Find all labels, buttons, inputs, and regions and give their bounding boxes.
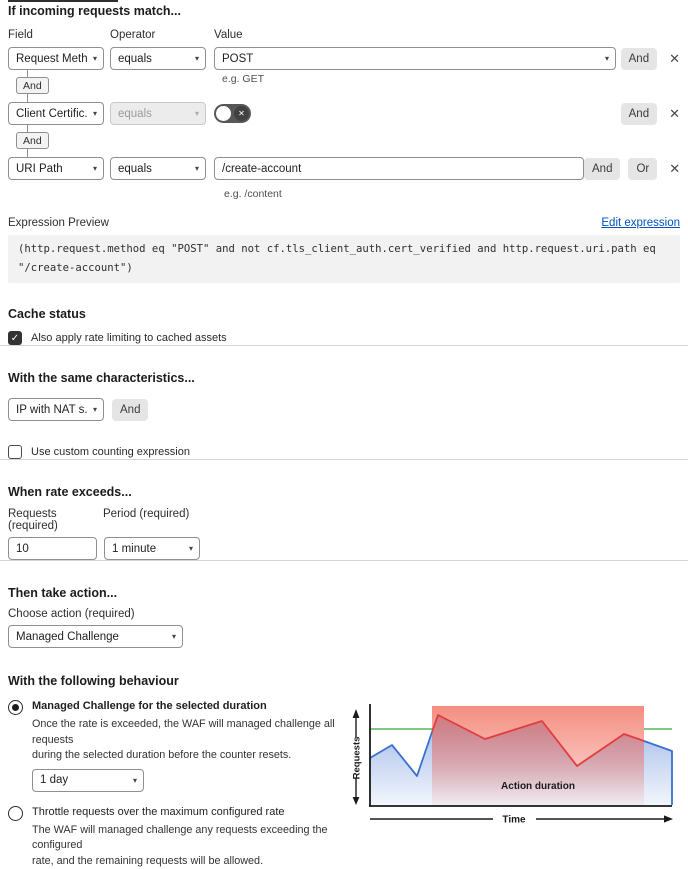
add-or-button-3[interactable]: Or <box>628 158 657 180</box>
chevron-down-icon: ▾ <box>93 164 97 173</box>
edit-expression-link[interactable]: Edit expression <box>601 217 680 229</box>
chevron-down-icon: ▾ <box>195 109 199 118</box>
period-label: Period (required) <box>103 508 189 532</box>
section-divider <box>0 459 688 460</box>
condition-row-1: Request Meth... ▾ equals ▾ POST ▾ And ✕ <box>8 47 680 70</box>
chevron-down-icon: ▾ <box>133 776 137 785</box>
connector-band-1: e.g. GET And <box>8 70 680 102</box>
chevron-down-icon: ▾ <box>172 632 176 641</box>
add-characteristic-and-button[interactable]: And <box>112 399 148 421</box>
value-select-1[interactable]: POST ▾ <box>214 47 616 70</box>
option-2-description: The WAF will managed challenge any reque… <box>32 823 350 869</box>
field-select-3[interactable]: URI Path ▾ <box>8 157 104 180</box>
chevron-down-icon: ▾ <box>93 54 97 63</box>
cert-verified-toggle[interactable]: ✕ <box>214 104 251 123</box>
add-and-button-1[interactable]: And <box>621 48 657 70</box>
toggle-x-icon: ✕ <box>234 106 249 121</box>
arrow-up-icon <box>353 709 360 718</box>
requests-input[interactable] <box>8 537 97 560</box>
cached-assets-checkbox[interactable]: ✓ <box>8 331 22 345</box>
top-edge-fragment <box>8 0 118 2</box>
value-column-label: Value <box>214 29 243 41</box>
behaviour-option-1: Managed Challenge for the selected durat… <box>8 700 350 715</box>
chart-x-label: Time <box>502 815 526 826</box>
requests-label: Requests (required) <box>8 508 103 532</box>
option-1-title: Managed Challenge for the selected durat… <box>32 700 267 712</box>
custom-counting-checkbox[interactable] <box>8 445 22 459</box>
connector-band-2: And <box>8 125 680 157</box>
characteristics-heading: With the same characteristics... <box>8 371 680 385</box>
duration-select[interactable]: 1 day ▾ <box>32 769 144 792</box>
close-icon[interactable]: ✕ <box>669 107 680 120</box>
behaviour-chart: Action duration Requests Time <box>350 702 680 829</box>
action-heading: Then take action... <box>8 586 680 600</box>
condition-row-2: Client Certific... ▾ equals ▾ ✕ And ✕ <box>8 102 680 125</box>
value-helper-3: e.g. /content <box>224 188 282 200</box>
chart-y-label: Requests <box>352 737 363 780</box>
value-helper-1: e.g. GET <box>222 73 264 85</box>
chevron-down-icon: ▾ <box>195 164 199 173</box>
action-select[interactable]: Managed Challenge ▾ <box>8 625 183 648</box>
value-input-3[interactable] <box>214 157 584 180</box>
expression-code: (http.request.method eq "POST" and not c… <box>8 235 680 283</box>
condition-row-3: URI Path ▾ equals ▾ And Or ✕ <box>8 157 680 180</box>
field-select-2[interactable]: Client Certific... ▾ <box>8 102 104 125</box>
rate-heading: When rate exceeds... <box>8 485 680 499</box>
throttle-requests-radio[interactable] <box>8 806 23 821</box>
section-divider <box>0 345 688 346</box>
chevron-down-icon: ▾ <box>93 405 97 414</box>
operator-select-2-disabled: equals ▾ <box>110 102 206 125</box>
field-select-1[interactable]: Request Meth... ▾ <box>8 47 104 70</box>
period-select[interactable]: 1 minute ▾ <box>104 537 200 560</box>
close-icon[interactable]: ✕ <box>669 52 680 65</box>
option-1-description: Once the rate is exceeded, the WAF will … <box>32 717 350 764</box>
toggle-knob <box>216 106 231 121</box>
match-column-labels: Field Operator Value <box>8 29 680 41</box>
managed-challenge-duration-radio[interactable] <box>8 700 23 715</box>
operator-select-1[interactable]: equals ▾ <box>110 47 206 70</box>
section-divider <box>0 560 688 561</box>
chevron-down-icon: ▾ <box>195 54 199 63</box>
custom-counting-checkbox-label: Use custom counting expression <box>31 446 190 458</box>
chart-annotation: Action duration <box>501 781 575 792</box>
operator-column-label: Operator <box>110 29 214 41</box>
add-and-button-2[interactable]: And <box>621 103 657 125</box>
arrow-right-icon <box>664 815 673 822</box>
cached-assets-checkbox-label: Also apply rate limiting to cached asset… <box>31 332 227 344</box>
chevron-down-icon: ▾ <box>605 54 609 63</box>
arrow-down-icon <box>353 797 360 805</box>
characteristic-select[interactable]: IP with NAT s... ▾ <box>8 398 104 421</box>
chevron-down-icon: ▾ <box>93 109 97 118</box>
behaviour-chart-wrap: Action duration Requests Time <box>350 702 680 869</box>
check-icon: ✓ <box>11 333 19 344</box>
choose-action-label: Choose action (required) <box>8 608 680 620</box>
option-2-title: Throttle requests over the maximum confi… <box>32 806 285 818</box>
operator-select-3[interactable]: equals ▾ <box>110 157 206 180</box>
and-connector-chip: And <box>16 77 49 94</box>
expression-preview-label: Expression Preview <box>8 217 109 229</box>
cache-status-heading: Cache status <box>8 307 680 321</box>
field-column-label: Field <box>8 29 110 41</box>
and-connector-chip: And <box>16 132 49 149</box>
behaviour-heading: With the following behaviour <box>8 674 680 688</box>
behaviour-option-2: Throttle requests over the maximum confi… <box>8 806 350 821</box>
match-heading: If incoming requests match... <box>8 0 680 18</box>
close-icon[interactable]: ✕ <box>669 162 680 175</box>
chevron-down-icon: ▾ <box>189 544 193 553</box>
add-and-button-3[interactable]: And <box>584 158 620 180</box>
